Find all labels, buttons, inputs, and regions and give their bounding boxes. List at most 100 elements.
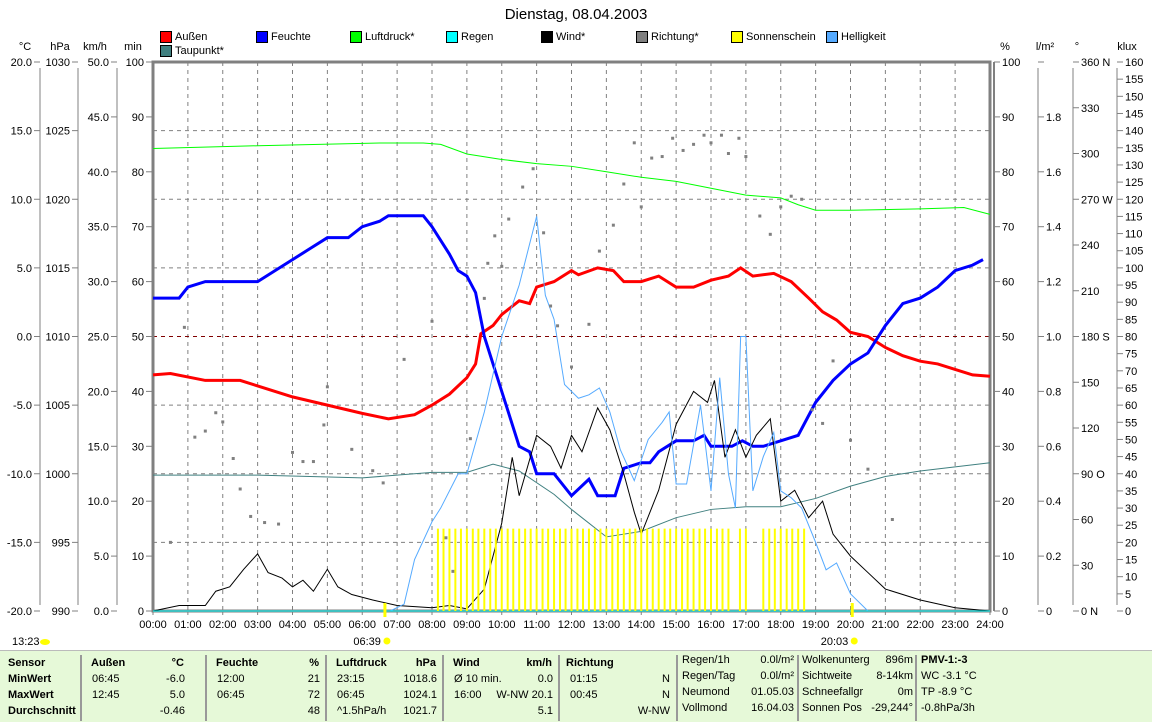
direction-point [622, 182, 626, 186]
axis-tick-label: 100 [1002, 57, 1020, 69]
x-tick-label: 04:00 [279, 619, 307, 631]
time-value: 06:45 [217, 689, 245, 701]
axis-tick-label: 90 O [1081, 469, 1105, 481]
legend-label: Feuchte [271, 31, 311, 43]
axis-tick-label: 360 N [1081, 57, 1110, 69]
x-tick-label: 23:00 [941, 619, 969, 631]
axis-tick-label: 100 [1125, 263, 1143, 275]
direction-point [350, 447, 354, 451]
axis-tick-label: 160 [1125, 57, 1143, 69]
series-line-wind [152, 380, 991, 612]
direction-point [193, 435, 197, 439]
legend-swatch [826, 31, 838, 43]
legend-swatch [350, 31, 362, 43]
axis-tick-label: 40 [1002, 386, 1014, 398]
info-value: 0.0l/m² [760, 670, 794, 682]
axis-tick-label: 135 [1125, 143, 1143, 155]
axis-tick-label: 1010 [46, 332, 70, 344]
legend-label: Wind* [556, 31, 586, 43]
axis-tick-label: 155 [1125, 74, 1143, 86]
direction-point [542, 231, 546, 235]
daylength-label: 13:23 [12, 636, 40, 648]
axis-tick-label: 5.0 [94, 551, 109, 563]
direction-point [482, 296, 486, 300]
axis-tick-label: 50.0 [88, 57, 109, 69]
axis-tick-label: 0.4 [1046, 496, 1061, 508]
axis-tick-label: 20.0 [11, 57, 32, 69]
cell-value: -6.0 [166, 673, 185, 685]
axis-tick-label: 10 [1125, 572, 1137, 584]
sun-icon [40, 639, 50, 645]
direction-point [263, 521, 267, 525]
axis-tick-label: 60 [1002, 277, 1014, 289]
direction-point [849, 438, 852, 442]
cell-value: 5.1 [537, 705, 553, 717]
axis-unit: l/m² [1036, 41, 1055, 53]
axis-unit: min [124, 41, 142, 53]
cell-value: 1024.1 [403, 689, 437, 701]
cell-value: N [662, 673, 670, 685]
x-tick-label: 08:00 [418, 619, 446, 631]
info-label: Sichtweite [802, 670, 853, 682]
x-tick-label: 00:00 [139, 619, 167, 631]
legend-label: Außen [175, 31, 208, 43]
column-divider [325, 655, 327, 721]
column-divider [442, 655, 444, 721]
axis-tick-label: 330 [1081, 103, 1099, 115]
axis-tick-label: 70 [1125, 366, 1137, 378]
axis-tick-label: 60 [1081, 515, 1093, 527]
sunrise-label: 06:39 [353, 636, 381, 648]
legend-item: Außen [160, 31, 207, 43]
x-tick-label: 09:00 [453, 619, 481, 631]
axis-tick-label: 30.0 [88, 277, 109, 289]
legend-swatch [256, 31, 268, 43]
direction-point [549, 304, 553, 308]
direction-point [493, 234, 497, 238]
axis-tick-label: 1.4 [1046, 222, 1061, 234]
axis-tick-label: 75 [1125, 349, 1137, 361]
direction-point [866, 467, 870, 471]
direction-point [681, 148, 685, 152]
axis-tick-label: 10 [132, 551, 144, 563]
axis-tick-label: 70 [132, 222, 144, 234]
legend-label: Luftdruck* [365, 31, 415, 43]
direction-point [521, 185, 525, 189]
axis-tick-label: 1015 [46, 263, 70, 275]
x-tick-label: 05:00 [314, 619, 342, 631]
direction-point [671, 136, 675, 140]
info-label: Wolkenunterg [802, 654, 870, 666]
axis-tick-label: 55 [1125, 417, 1137, 429]
axis-tick-label: 0.8 [1046, 386, 1061, 398]
axis-tick-label: 45.0 [88, 112, 109, 124]
time-value: Ø 10 min. [454, 673, 502, 685]
column-unit: km/h [526, 657, 552, 669]
direction-point [311, 460, 315, 464]
column-divider [797, 655, 799, 721]
axis-tick-label: 90 [1002, 112, 1014, 124]
axis-tick-label: 1.6 [1046, 167, 1061, 179]
column-divider [205, 655, 207, 721]
info-value: 0.0l/m² [760, 654, 794, 666]
axis-tick-label: 5 [1125, 589, 1131, 601]
axis-tick-label: 130 [1125, 160, 1143, 172]
column-header: Außen [91, 657, 126, 669]
axis-tick-label: 15.0 [11, 126, 32, 138]
axis-unit: ° [1075, 41, 1079, 53]
sunset-icon [850, 637, 858, 645]
x-tick-label: 13:00 [593, 619, 621, 631]
x-tick-label: 17:00 [732, 619, 760, 631]
axis-tick-label: 5.0 [17, 263, 32, 275]
cell-value: W-NW 20.1 [496, 689, 553, 701]
legend-label: Taupunkt* [175, 45, 224, 57]
axis-tick-label: 20 [1125, 537, 1137, 549]
axis-tick-label: 240 [1081, 240, 1099, 252]
direction-point [301, 460, 305, 464]
info-value: 0m [897, 686, 913, 698]
axis-tick-label: 1.2 [1046, 277, 1061, 289]
cell-value: W-NW [637, 705, 670, 717]
axis-tick-label: 0 [1002, 606, 1008, 618]
cell-value: 21 [307, 673, 320, 685]
x-tick-label: 20:00 [837, 619, 865, 631]
axis-tick-label: 25.0 [88, 332, 109, 344]
axis-tick-label: 0 [1046, 606, 1052, 618]
